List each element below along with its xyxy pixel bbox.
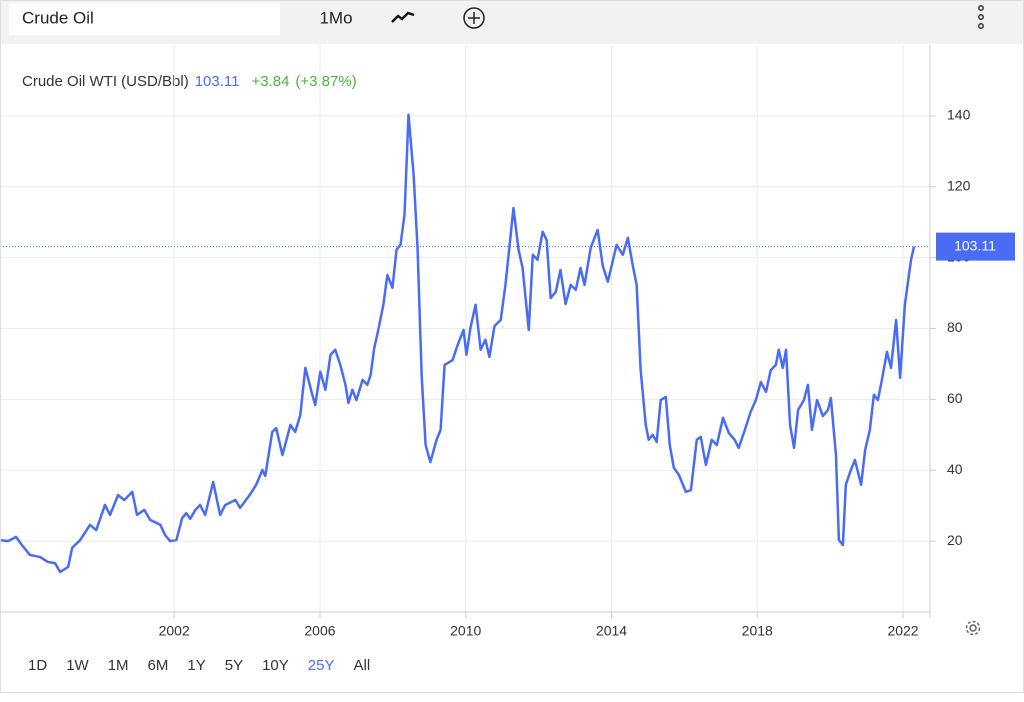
range-button[interactable]: 1M bbox=[108, 657, 129, 674]
price-change: +3.84 bbox=[251, 73, 289, 90]
y-tick-label: 60 bbox=[947, 390, 963, 406]
price-flag-label: 103.11 bbox=[954, 237, 996, 253]
chart-title: Crude Oil WTI (USD/Bbl) bbox=[22, 73, 189, 90]
x-tick-label: 2018 bbox=[742, 623, 773, 639]
x-tick-label: 2022 bbox=[887, 623, 918, 639]
range-button[interactable]: All bbox=[354, 657, 371, 674]
settings-icon[interactable] bbox=[965, 620, 981, 636]
range-button[interactable]: 5Y bbox=[225, 657, 243, 674]
chart-type-icon[interactable] bbox=[391, 11, 415, 23]
search-text[interactable]: Crude Oil bbox=[22, 8, 94, 27]
y-tick-label: 80 bbox=[947, 319, 963, 335]
interval-button[interactable]: 1Mo bbox=[319, 8, 352, 27]
y-tick-label: 140 bbox=[947, 107, 971, 123]
x-tick-label: 2002 bbox=[159, 623, 190, 639]
x-tick-label: 2014 bbox=[596, 623, 627, 639]
menu-icon[interactable] bbox=[978, 5, 984, 29]
price-line bbox=[0, 113, 916, 574]
x-tick-label: 2006 bbox=[304, 623, 335, 639]
price-change-percent: (+3.87%) bbox=[295, 73, 356, 90]
y-tick-label: 120 bbox=[947, 177, 971, 193]
range-button[interactable]: 25Y bbox=[308, 657, 335, 674]
search-box[interactable] bbox=[9, 3, 280, 35]
price-flag bbox=[936, 232, 1015, 261]
range-button[interactable]: 1D bbox=[28, 657, 47, 674]
range-button[interactable]: 1Y bbox=[187, 657, 205, 674]
x-tick-label: 2010 bbox=[450, 623, 481, 639]
range-button[interactable]: 10Y bbox=[262, 657, 289, 674]
plot: 2002200620102014201820222040608010012014… bbox=[0, 45, 1015, 639]
range-button[interactable]: 6M bbox=[148, 657, 169, 674]
range-selector: 1D 1W 1M 6M 1Y 5Y 10Y 25Y All bbox=[28, 657, 370, 674]
y-tick-label: 40 bbox=[947, 461, 963, 477]
add-indicator-icon[interactable] bbox=[463, 7, 485, 29]
price: 103.11 bbox=[195, 73, 240, 90]
y-tick-label: 20 bbox=[947, 532, 963, 548]
range-button[interactable]: 1W bbox=[66, 657, 89, 674]
